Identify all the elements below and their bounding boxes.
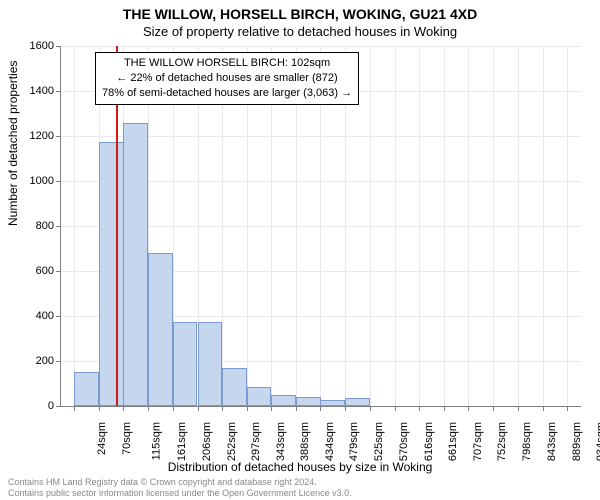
xtick-label: 570sqm bbox=[398, 422, 410, 461]
xtick-label: 525sqm bbox=[374, 422, 386, 461]
grid-line-v bbox=[395, 46, 396, 406]
xtick-label: 206sqm bbox=[201, 422, 213, 461]
xtick-mark bbox=[222, 406, 223, 411]
xtick-label: 70sqm bbox=[121, 422, 133, 455]
ytick-mark bbox=[56, 361, 61, 362]
ytick-mark bbox=[56, 316, 61, 317]
histogram-bar bbox=[222, 368, 247, 406]
footer-line-2: Contains public sector information licen… bbox=[8, 488, 352, 498]
histogram-bar bbox=[198, 322, 223, 406]
ytick-label: 200 bbox=[4, 355, 54, 367]
xtick-label: 889sqm bbox=[571, 422, 583, 461]
grid-line-v bbox=[493, 46, 494, 406]
histogram-bar bbox=[173, 322, 198, 406]
xtick-mark bbox=[395, 406, 396, 411]
ytick-mark bbox=[56, 226, 61, 227]
histogram-bar bbox=[123, 123, 148, 407]
histogram-bar bbox=[320, 400, 345, 406]
info-box-line: THE WILLOW HORSELL BIRCH: 102sqm bbox=[102, 56, 352, 71]
xtick-label: 434sqm bbox=[324, 422, 336, 461]
grid-line-v bbox=[468, 46, 469, 406]
grid-line-v bbox=[74, 46, 75, 406]
xtick-label: 843sqm bbox=[546, 422, 558, 461]
xtick-label: 616sqm bbox=[423, 422, 435, 461]
ytick-mark bbox=[56, 406, 61, 407]
ytick-label: 400 bbox=[4, 310, 54, 322]
xtick-mark bbox=[123, 406, 124, 411]
xtick-label: 798sqm bbox=[521, 422, 533, 461]
grid-line-v bbox=[567, 46, 568, 406]
ytick-mark bbox=[56, 46, 61, 47]
xtick-label: 343sqm bbox=[275, 422, 287, 461]
xtick-mark bbox=[444, 406, 445, 411]
xtick-mark bbox=[99, 406, 100, 411]
xtick-label: 161sqm bbox=[176, 422, 188, 461]
ytick-mark bbox=[56, 91, 61, 92]
chart-title-2: Size of property relative to detached ho… bbox=[0, 22, 600, 39]
ytick-label: 1200 bbox=[4, 130, 54, 142]
ytick-label: 800 bbox=[4, 220, 54, 232]
xtick-label: 115sqm bbox=[151, 422, 163, 460]
xtick-label: 661sqm bbox=[447, 422, 459, 461]
xtick-mark bbox=[198, 406, 199, 411]
xtick-mark bbox=[74, 406, 75, 411]
xtick-label: 707sqm bbox=[472, 422, 484, 461]
xtick-label: 479sqm bbox=[349, 422, 361, 461]
histogram-bar bbox=[74, 372, 99, 406]
grid-line-v bbox=[419, 46, 420, 406]
xtick-label: 24sqm bbox=[96, 422, 108, 455]
xtick-mark bbox=[543, 406, 544, 411]
ytick-label: 1000 bbox=[4, 175, 54, 187]
ytick-label: 1400 bbox=[4, 85, 54, 97]
xtick-label: 934sqm bbox=[595, 422, 600, 461]
histogram-bar bbox=[271, 395, 296, 406]
grid-line-v bbox=[518, 46, 519, 406]
info-box: THE WILLOW HORSELL BIRCH: 102sqm← 22% of… bbox=[95, 52, 359, 105]
xtick-mark bbox=[567, 406, 568, 411]
footer-attribution: Contains HM Land Registry data © Crown c… bbox=[8, 477, 352, 498]
ytick-label: 0 bbox=[4, 400, 54, 412]
ytick-mark bbox=[56, 271, 61, 272]
grid-line-v bbox=[370, 46, 371, 406]
xtick-label: 752sqm bbox=[496, 422, 508, 461]
ytick-mark bbox=[56, 136, 61, 137]
xtick-mark bbox=[370, 406, 371, 411]
x-axis-label: Distribution of detached houses by size … bbox=[0, 460, 600, 474]
ytick-mark bbox=[56, 181, 61, 182]
chart-title-1: THE WILLOW, HORSELL BIRCH, WOKING, GU21 … bbox=[0, 0, 600, 22]
xtick-mark bbox=[320, 406, 321, 411]
info-box-line: 78% of semi-detached houses are larger (… bbox=[102, 86, 352, 101]
xtick-mark bbox=[173, 406, 174, 411]
ytick-label: 600 bbox=[4, 265, 54, 277]
xtick-mark bbox=[419, 406, 420, 411]
xtick-mark bbox=[468, 406, 469, 411]
grid-line-v bbox=[444, 46, 445, 406]
xtick-mark bbox=[148, 406, 149, 411]
histogram-bar bbox=[296, 397, 321, 406]
xtick-label: 297sqm bbox=[250, 422, 262, 461]
xtick-label: 252sqm bbox=[226, 422, 238, 461]
xtick-mark bbox=[296, 406, 297, 411]
histogram-bar bbox=[345, 398, 370, 406]
grid-line-v bbox=[543, 46, 544, 406]
xtick-mark bbox=[493, 406, 494, 411]
xtick-mark bbox=[271, 406, 272, 411]
histogram-bar bbox=[247, 387, 272, 406]
xtick-label: 388sqm bbox=[299, 422, 311, 461]
xtick-mark bbox=[247, 406, 248, 411]
footer-line-1: Contains HM Land Registry data © Crown c… bbox=[8, 477, 352, 487]
ytick-label: 1600 bbox=[4, 40, 54, 52]
chart-container: THE WILLOW, HORSELL BIRCH, WOKING, GU21 … bbox=[0, 0, 600, 500]
xtick-mark bbox=[518, 406, 519, 411]
histogram-bar bbox=[99, 142, 124, 406]
info-box-line: ← 22% of detached houses are smaller (87… bbox=[102, 71, 352, 86]
xtick-mark bbox=[345, 406, 346, 411]
histogram-bar bbox=[148, 253, 173, 406]
